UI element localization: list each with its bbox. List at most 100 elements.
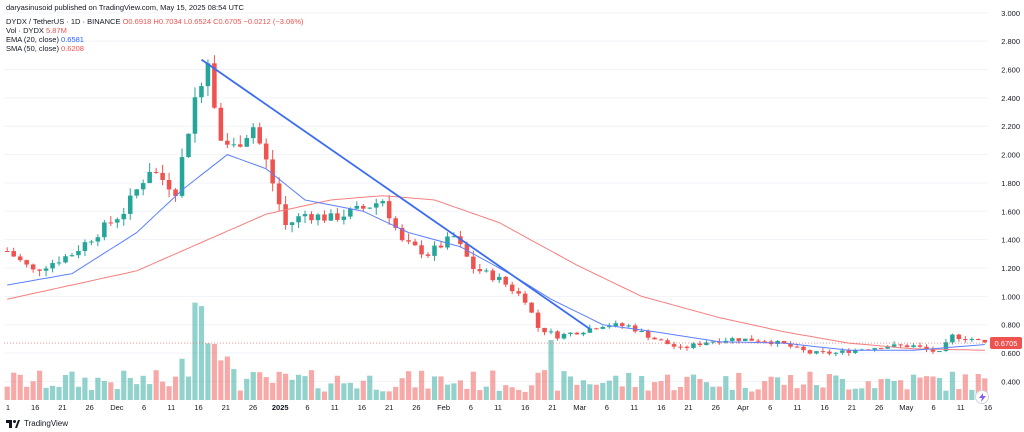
volume-bar	[438, 376, 444, 400]
candle-body	[969, 339, 975, 341]
candle-body	[276, 183, 282, 205]
volume-bar	[872, 388, 878, 400]
volume-bar	[969, 389, 975, 400]
volume-bar	[729, 389, 735, 400]
y-tick-label: 2.200	[1001, 122, 1020, 131]
volume-bar	[923, 376, 930, 400]
candle-body	[730, 338, 735, 341]
volume-bar	[690, 374, 697, 400]
volume-bar	[224, 356, 230, 400]
candle-body	[807, 350, 813, 354]
x-tick-label: 11	[630, 403, 638, 412]
x-tick-label: Feb	[437, 403, 450, 412]
volume-bar	[127, 377, 133, 400]
candle-body	[898, 344, 903, 346]
candle-body	[671, 344, 677, 347]
candle-body	[393, 218, 398, 228]
volume-bar	[574, 384, 580, 400]
sma-legend[interactable]: SMA (50, close) 0.6208	[6, 44, 84, 53]
candle-body	[43, 268, 49, 271]
volume-bar	[716, 386, 722, 400]
x-tick-label: 21	[548, 403, 556, 412]
volume-bar	[775, 377, 781, 400]
y-tick-label: 0.800	[1001, 321, 1020, 330]
candle-body	[607, 326, 612, 328]
volume-bar	[121, 370, 127, 400]
candle-body	[37, 269, 42, 271]
candle-body	[568, 332, 573, 334]
candle-body	[419, 245, 424, 255]
candle-body	[127, 195, 133, 214]
volume-bar	[794, 388, 800, 400]
x-tick-label: 16	[31, 403, 39, 412]
volume-bar	[386, 391, 392, 400]
ema-value: 0.6581	[61, 35, 84, 44]
candle-body	[186, 133, 191, 158]
ema-legend[interactable]: EMA (20, close) 0.6581	[6, 35, 84, 44]
volume-bar	[632, 387, 638, 400]
volume-bar	[684, 376, 690, 400]
candle-body	[678, 346, 683, 348]
volume-bar	[160, 381, 166, 400]
candle-body	[775, 340, 780, 344]
candle-body	[438, 245, 444, 248]
y-tick-label: 3.000	[1001, 9, 1020, 18]
candle-body	[503, 276, 508, 285]
candle-body	[309, 214, 314, 221]
candle-body	[516, 291, 521, 294]
candle-body	[872, 348, 877, 350]
volume-bar	[535, 372, 541, 400]
volume-bar	[930, 376, 936, 400]
x-tick-label: 16	[657, 403, 665, 412]
volume-bar	[237, 390, 243, 400]
volume-bar	[250, 372, 256, 400]
volume-bar	[982, 378, 988, 400]
volume-bar	[354, 388, 360, 400]
volume-bar	[114, 389, 120, 400]
candle-body	[238, 144, 243, 147]
volume-bar	[664, 374, 671, 400]
volume-bar	[69, 371, 75, 400]
volume-bar	[464, 388, 470, 400]
candle-body	[179, 157, 185, 196]
ema-label: EMA (20, close)	[6, 35, 59, 44]
ema-20-line	[7, 154, 985, 351]
candle-body	[212, 63, 217, 108]
candle-body	[367, 207, 373, 209]
volume-bar	[192, 302, 198, 400]
candle-body	[943, 342, 949, 352]
candle-body	[736, 338, 742, 341]
volume-bar	[904, 389, 910, 400]
candle-body	[445, 236, 450, 248]
lightning-icon[interactable]	[975, 390, 989, 404]
x-tick-label: 26	[875, 403, 883, 412]
volume-bar	[185, 376, 192, 400]
candle-body	[704, 342, 709, 346]
x-tick-label: 6	[768, 403, 772, 412]
symbol-legend[interactable]: DYDX / TetherUS · 1D · BINANCE O0.6918 H…	[6, 17, 304, 26]
candle-body	[166, 179, 172, 190]
volume-legend[interactable]: Vol · DYDX 5.87M	[6, 26, 67, 35]
volume-bar	[147, 384, 153, 400]
candle-body	[335, 213, 340, 220]
volume-bar	[373, 389, 379, 400]
sma-50-line	[7, 195, 985, 351]
candle-body	[665, 340, 670, 345]
candle-body	[270, 159, 275, 184]
candle-body	[484, 270, 489, 272]
candle-body	[115, 219, 120, 223]
candle-body	[710, 341, 716, 343]
volume-bar	[917, 377, 923, 400]
volume-bar	[522, 391, 528, 400]
y-tick-label: 1.800	[1001, 179, 1020, 188]
volume-bar	[425, 388, 431, 400]
candle-body	[911, 345, 916, 348]
x-tick-label: 16	[358, 403, 366, 412]
volume-bar	[470, 371, 476, 400]
candle-body	[244, 138, 250, 147]
x-tick-label: 21	[58, 403, 66, 412]
volume-bar	[82, 377, 88, 400]
candle-body	[134, 189, 139, 196]
candle-body	[956, 334, 962, 340]
